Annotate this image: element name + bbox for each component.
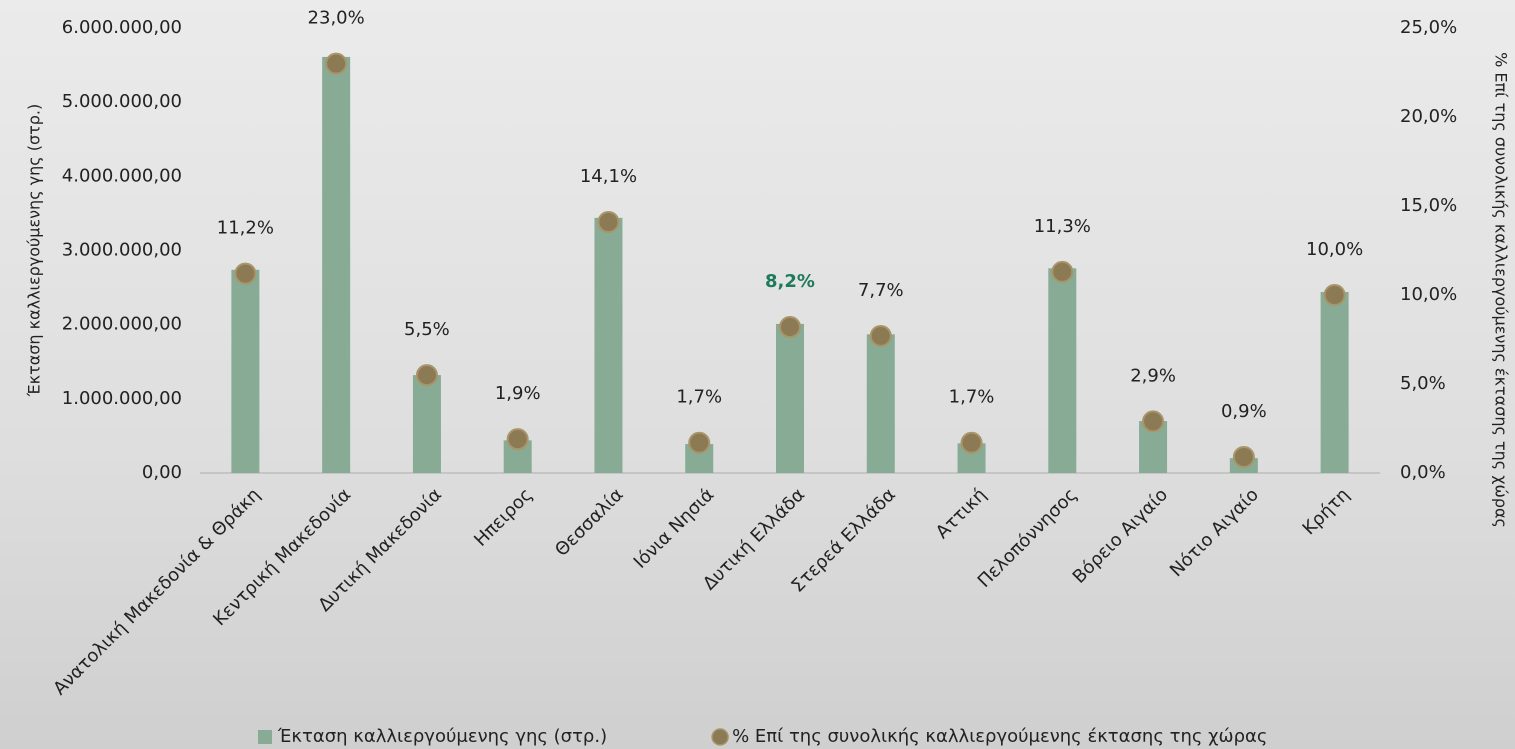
dot xyxy=(415,364,438,387)
legend-swatch xyxy=(711,728,729,746)
y2-tick-label: 10,0% xyxy=(1400,284,1457,305)
value-label: 11,3% xyxy=(1034,216,1091,237)
legend-swatch xyxy=(258,730,272,744)
dot xyxy=(1051,260,1074,283)
bar xyxy=(231,269,260,473)
legend-label: Έκταση καλλιεργούμενης γης (στρ.) xyxy=(277,726,607,747)
dot xyxy=(1323,284,1346,306)
y2-tick-label: 15,0% xyxy=(1400,195,1457,216)
value-label: 1,7% xyxy=(676,387,722,408)
value-label: 10,0% xyxy=(1306,239,1363,260)
legend-label: % Επί της συνολικής καλλιεργούμενης έκτα… xyxy=(732,726,1267,747)
value-label: 0,9% xyxy=(1221,401,1267,422)
bar xyxy=(412,375,441,473)
value-label: 1,7% xyxy=(949,387,995,408)
bar xyxy=(594,217,623,473)
value-label: 5,5% xyxy=(404,319,450,340)
bar xyxy=(776,323,804,473)
y-tick-label: 4.000.000,00 xyxy=(62,165,182,186)
y-tick-label: 6.000.000,00 xyxy=(62,17,182,38)
dot xyxy=(688,431,711,454)
dot xyxy=(1142,410,1165,433)
value-label: 14,1% xyxy=(580,166,637,187)
value-label: 7,7% xyxy=(858,280,904,301)
dot xyxy=(869,324,892,347)
y2-axis-title: % Επί της συνολικής καλλιεργούμενης έκτα… xyxy=(1492,52,1511,528)
bar xyxy=(1320,292,1349,473)
bar xyxy=(1048,268,1077,473)
bar xyxy=(322,56,351,474)
value-label: 2,9% xyxy=(1130,365,1176,386)
y-tick-label: 1.000.000,00 xyxy=(62,388,182,409)
y-tick-label: 0,00 xyxy=(142,462,182,483)
dot xyxy=(325,52,348,75)
y2-tick-label: 20,0% xyxy=(1400,106,1457,127)
y2-tick-label: 5,0% xyxy=(1400,373,1446,394)
dot xyxy=(597,211,620,234)
y2-tick-label: 25,0% xyxy=(1400,17,1457,38)
y-axis-title: Έκταση καλλιεργούμενης γης (στρ.) xyxy=(25,104,44,398)
bar xyxy=(866,334,895,473)
dot xyxy=(234,262,257,285)
y-tick-label: 3.000.000,00 xyxy=(62,240,182,261)
value-label: 11,2% xyxy=(217,218,274,239)
dot xyxy=(1232,445,1255,468)
value-label: 8,2% xyxy=(765,271,815,292)
value-label: 1,9% xyxy=(495,383,541,404)
dot xyxy=(779,316,801,339)
dot xyxy=(506,428,529,451)
y-tick-label: 2.000.000,00 xyxy=(62,314,182,335)
y2-tick-label: 0,0% xyxy=(1400,462,1446,483)
y-tick-label: 5.000.000,00 xyxy=(62,91,182,112)
value-label: 23,0% xyxy=(308,8,365,29)
dot xyxy=(960,431,983,454)
